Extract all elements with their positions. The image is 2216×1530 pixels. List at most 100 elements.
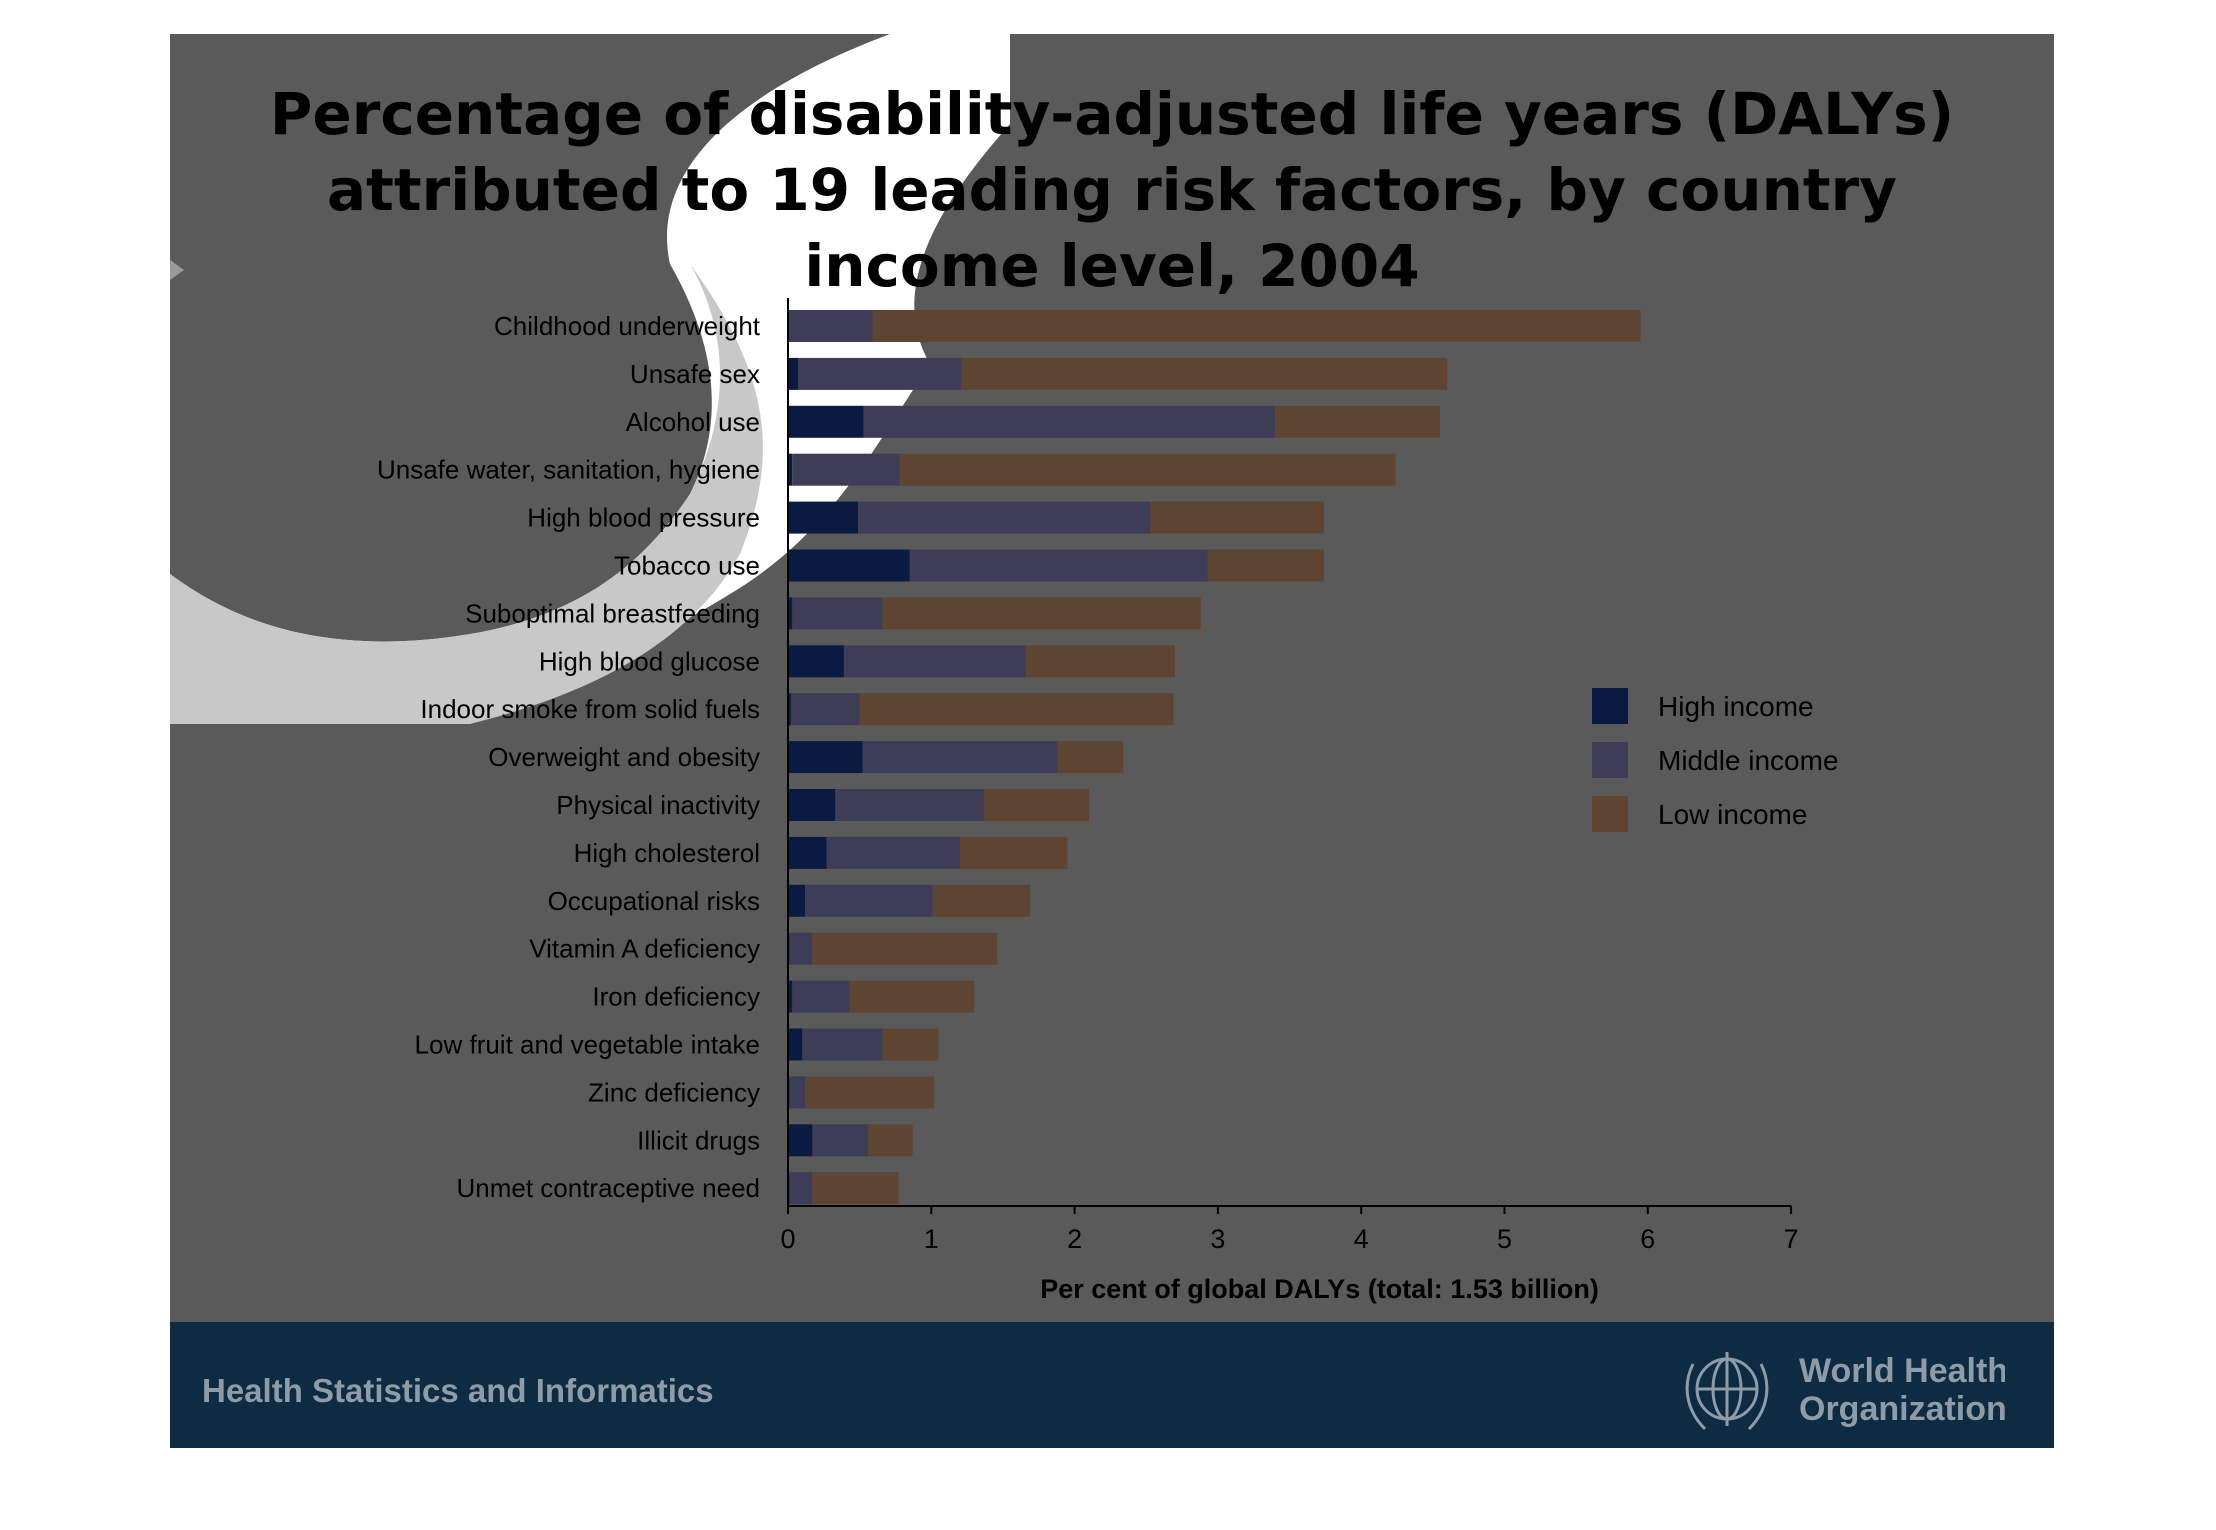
category-label: High blood pressure bbox=[527, 503, 760, 533]
legend-swatch bbox=[1592, 742, 1628, 778]
footer-text: Health Statistics and Informatics bbox=[202, 1372, 714, 1409]
category-label: Low fruit and vegetable intake bbox=[415, 1030, 760, 1060]
bar-segment-middle bbox=[798, 357, 962, 390]
x-tick-label: 0 bbox=[780, 1224, 795, 1254]
bar-segment-high bbox=[788, 789, 836, 821]
bar-segment-middle bbox=[835, 789, 985, 821]
category-label: High cholesterol bbox=[574, 838, 760, 868]
bar-segment-high bbox=[788, 453, 793, 486]
bar-segment-low bbox=[1057, 741, 1124, 774]
x-tick-label: 2 bbox=[1067, 1224, 1082, 1254]
bar-segment-high bbox=[788, 357, 798, 390]
x-tick-label: 1 bbox=[924, 1224, 939, 1254]
bar-segment-low bbox=[961, 357, 1448, 390]
bar-segment-high bbox=[788, 501, 859, 534]
category-label: Unsafe sex bbox=[630, 359, 760, 389]
bar-segment-high bbox=[788, 741, 863, 774]
bar-segment-low bbox=[960, 836, 1068, 869]
x-tick-label: 3 bbox=[1210, 1224, 1225, 1254]
bar-segment-high bbox=[788, 1028, 803, 1061]
bar-segment-middle bbox=[812, 1124, 869, 1157]
bar-segment-high bbox=[788, 980, 793, 1013]
category-label: Iron deficiency bbox=[592, 982, 760, 1012]
bar-segment-high bbox=[788, 693, 791, 726]
category-label: Overweight and obesity bbox=[488, 742, 760, 772]
bar-segment-high bbox=[788, 836, 827, 869]
who-logo: World Health Organization bbox=[1685, 1352, 2005, 1431]
bar-segment-middle bbox=[792, 980, 850, 1013]
bar-segment-low bbox=[812, 932, 998, 965]
x-axis-ticks: 0 1 2 3 4 5 6 7 bbox=[780, 1206, 1799, 1254]
bar-segment-low bbox=[882, 1028, 939, 1061]
bar-segment-middle bbox=[863, 405, 1276, 438]
category-label: Indoor smoke from solid fuels bbox=[420, 694, 760, 724]
bar-segment-middle bbox=[802, 1028, 883, 1061]
category-labels: Childhood underweight Unsafe sex Alcohol u… bbox=[377, 311, 761, 1203]
legend-swatch bbox=[1592, 688, 1628, 724]
bar-segment-high bbox=[788, 597, 793, 630]
category-label: Vitamin A deficiency bbox=[529, 934, 760, 964]
bar-segment-low bbox=[849, 980, 975, 1013]
bar-segment-middle bbox=[862, 741, 1058, 774]
legend-swatch bbox=[1592, 796, 1628, 832]
decorative-swoosh bbox=[170, 34, 1010, 724]
category-label: Unmet contraceptive need bbox=[456, 1173, 760, 1203]
category-label: Suboptimal breastfeeding bbox=[465, 598, 760, 628]
page-title: Percentage of disability-adjusted life y… bbox=[269, 80, 1955, 300]
bar-segment-high bbox=[788, 405, 864, 438]
slide: Childhood underweight Unsafe sex Alcohol u… bbox=[170, 34, 2054, 1448]
bar-segment-low bbox=[868, 1124, 913, 1157]
bar-segment-low bbox=[1207, 549, 1324, 582]
bar-segment-low bbox=[1025, 645, 1175, 678]
x-tick-label: 5 bbox=[1497, 1224, 1512, 1254]
logo-line-2: Organization bbox=[1799, 1390, 2005, 1428]
bar-segment-low bbox=[984, 789, 1089, 821]
bar-segment-high bbox=[788, 1124, 813, 1157]
bar-segment-high bbox=[788, 549, 910, 582]
bar-segment-low bbox=[1275, 405, 1440, 438]
bar-segment-middle bbox=[792, 453, 900, 486]
bar-segment-middle bbox=[805, 884, 933, 917]
category-label: High blood glucose bbox=[539, 646, 760, 676]
category-label: Tobacco use bbox=[614, 551, 760, 581]
bar-segment-middle bbox=[826, 836, 960, 869]
x-tick-label: 6 bbox=[1640, 1224, 1655, 1254]
category-label: Zinc deficiency bbox=[588, 1077, 760, 1107]
slide-backdrop bbox=[170, 34, 2054, 1448]
legend: High income Middle income Low income bbox=[1592, 688, 1839, 832]
bar-segment-low bbox=[932, 884, 1031, 917]
bar-segment-low bbox=[882, 597, 1201, 630]
bar-segment-middle bbox=[792, 597, 883, 630]
category-label: Alcohol use bbox=[626, 407, 760, 437]
category-label: Occupational risks bbox=[548, 886, 760, 916]
x-tick-label: 7 bbox=[1784, 1224, 1799, 1254]
bar-segment-middle bbox=[843, 645, 1026, 678]
bar-segment-high bbox=[788, 645, 844, 678]
category-label: Physical inactivity bbox=[556, 790, 760, 820]
bar-segment-high bbox=[788, 884, 806, 917]
legend-label: High income bbox=[1658, 691, 1814, 722]
bar-segment-low bbox=[812, 1172, 899, 1205]
bar-segment-middle bbox=[789, 932, 813, 965]
category-label: Unsafe water, sanitation, hygiene bbox=[377, 455, 760, 485]
x-tick-label: 4 bbox=[1354, 1224, 1369, 1254]
category-label: Illicit drugs bbox=[637, 1125, 760, 1155]
bar-segment-low bbox=[872, 310, 1641, 342]
legend-label: Low income bbox=[1658, 799, 1807, 830]
bar-segment-middle bbox=[789, 1076, 806, 1109]
bar-segment-low bbox=[859, 693, 1174, 726]
bar-segment-low bbox=[1150, 501, 1324, 534]
x-axis-label: Per cent of global DALYs (total: 1.53 bi… bbox=[1040, 1274, 1599, 1304]
who-emblem-icon bbox=[1685, 1352, 1769, 1431]
category-label: Childhood underweight bbox=[494, 311, 761, 341]
bar-segment-middle bbox=[789, 1172, 813, 1205]
bar-segment-middle bbox=[909, 549, 1208, 582]
bullet-arrow-icon bbox=[170, 260, 184, 280]
legend-label: Middle income bbox=[1658, 745, 1839, 776]
logo-line-1: World Health bbox=[1799, 1352, 2005, 1390]
risk-factor-chart: Childhood underweight Unsafe sex Alcohol u… bbox=[377, 298, 1839, 1304]
bars-group bbox=[788, 310, 1641, 1205]
bar-segment-low bbox=[805, 1076, 935, 1109]
bar-segment-middle bbox=[790, 693, 860, 726]
bar-segment-middle bbox=[858, 501, 1151, 534]
